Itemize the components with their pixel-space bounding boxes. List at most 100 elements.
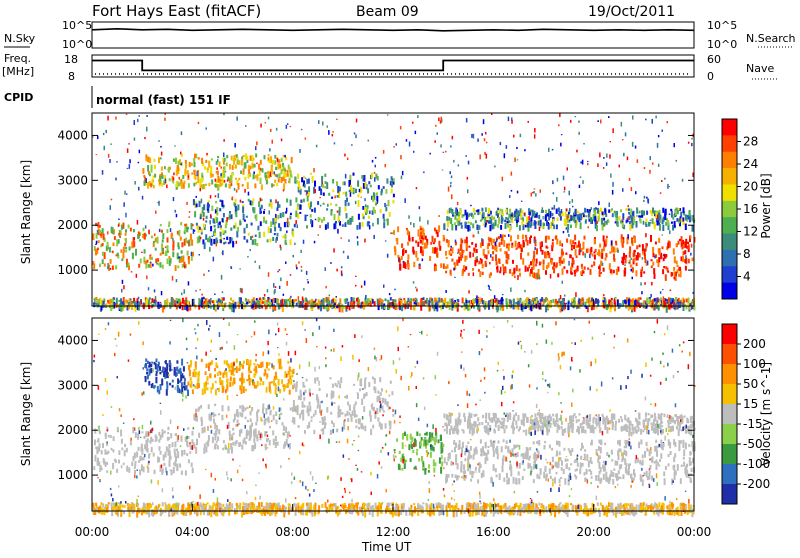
power-cell xyxy=(149,158,151,164)
power-speckle xyxy=(222,250,224,255)
power-cell xyxy=(676,261,678,265)
power-cell xyxy=(665,274,667,281)
velocity-cell xyxy=(111,448,113,450)
power-cell xyxy=(270,228,272,233)
power-cell xyxy=(563,305,565,309)
power-cell xyxy=(219,222,221,225)
freq-unit: [MHz] xyxy=(2,65,34,78)
power-cell xyxy=(164,300,166,303)
power-cell xyxy=(362,206,364,210)
velocity-cell xyxy=(633,478,635,481)
power-cell xyxy=(251,223,253,226)
velocity-cell xyxy=(640,439,642,444)
power-speckle xyxy=(364,198,366,201)
power-cell xyxy=(154,300,156,304)
power-speckle xyxy=(320,205,322,207)
power-speckle xyxy=(134,237,136,240)
power-speckle xyxy=(574,217,576,221)
velocity-cell xyxy=(161,470,163,475)
velocity-cell xyxy=(599,471,601,475)
power-cell xyxy=(543,223,545,226)
velocity-cell xyxy=(170,469,172,471)
velocity-cell xyxy=(113,436,115,441)
velocity-cell xyxy=(165,452,167,458)
power-cell xyxy=(609,251,611,253)
power-cell xyxy=(181,242,183,247)
power-cell xyxy=(511,220,513,223)
power-cell xyxy=(488,250,490,254)
velocity-cell xyxy=(205,371,207,375)
power-speckle xyxy=(365,295,367,300)
power-speckle xyxy=(576,150,578,153)
velocity-cell xyxy=(497,454,499,460)
power-cell xyxy=(147,182,149,189)
velocity-cell xyxy=(426,450,428,453)
velocity-cell xyxy=(259,383,261,386)
power-speckle xyxy=(495,242,497,246)
power-cell xyxy=(662,269,664,274)
power-speckle xyxy=(495,298,497,302)
power-cell xyxy=(250,155,252,161)
power-speckle xyxy=(406,139,408,141)
velocity-cell xyxy=(354,414,356,418)
power-cell xyxy=(498,217,500,224)
power-cell xyxy=(614,248,616,253)
velocity-cell xyxy=(502,466,504,472)
power-cell xyxy=(529,237,531,244)
velocity-cell xyxy=(576,469,578,471)
velocity-cell xyxy=(195,409,197,413)
power-cell xyxy=(367,188,369,193)
velocity-cell xyxy=(217,436,219,441)
power-speckle xyxy=(315,219,317,220)
power-speckle xyxy=(298,296,300,299)
power-speckle xyxy=(550,274,552,278)
power-speckle xyxy=(236,117,238,121)
power-cell xyxy=(254,183,256,188)
power-cell xyxy=(179,183,181,187)
velocity-cell xyxy=(438,439,440,443)
velocity-cell xyxy=(649,469,651,474)
velocity-cell xyxy=(664,478,666,485)
power-speckle xyxy=(387,254,389,258)
power-cell xyxy=(180,222,182,226)
power-cell xyxy=(514,268,516,274)
velocity-cell xyxy=(217,372,219,376)
power-speckle xyxy=(208,270,210,272)
power-speckle xyxy=(517,159,519,160)
power-cell xyxy=(656,259,658,263)
power-speckle xyxy=(469,213,471,216)
velocity-cell xyxy=(147,448,149,452)
velocity-cell xyxy=(251,423,253,427)
power-speckle xyxy=(538,221,540,226)
power-cell xyxy=(545,210,547,213)
velocity-cell xyxy=(382,405,384,410)
velocity-cell xyxy=(271,381,273,383)
velocity-cell xyxy=(189,370,191,377)
power-cell xyxy=(533,251,535,257)
velocity-cell xyxy=(544,445,546,450)
power-cell xyxy=(153,243,155,247)
power-cell xyxy=(263,217,265,223)
velocity-cell xyxy=(304,405,306,408)
power-speckle xyxy=(127,148,128,153)
power-cell xyxy=(169,178,171,181)
power-speckle xyxy=(489,262,491,264)
power-speckle xyxy=(193,300,195,302)
power-speckle xyxy=(341,266,343,268)
power-cell xyxy=(432,236,434,242)
velocity-cell xyxy=(670,451,672,455)
power-cell xyxy=(613,270,615,274)
power-cell xyxy=(653,268,655,274)
power-cell xyxy=(263,232,265,237)
velocity-cell xyxy=(151,362,153,364)
velocity-cell xyxy=(559,451,561,455)
power-cell xyxy=(603,268,605,272)
velocity-cell xyxy=(192,431,194,436)
velocity-cell xyxy=(273,365,275,369)
velocity-cell xyxy=(116,469,118,473)
velocity-cell xyxy=(254,443,256,449)
velocity-cell xyxy=(282,385,284,388)
power-speckle xyxy=(466,118,468,122)
power-cell xyxy=(446,257,448,259)
power-speckle xyxy=(158,140,160,142)
